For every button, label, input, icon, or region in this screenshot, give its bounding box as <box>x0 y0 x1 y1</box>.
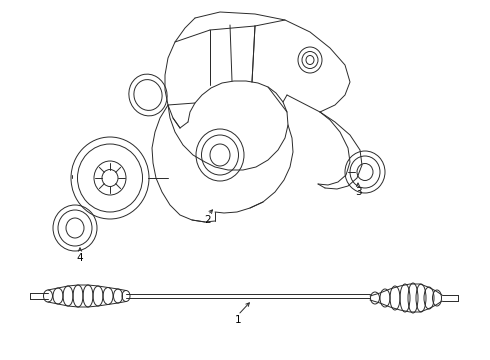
Text: 1: 1 <box>235 315 241 325</box>
Text: 2: 2 <box>205 215 211 225</box>
Text: 4: 4 <box>77 253 83 263</box>
Text: 3: 3 <box>355 187 361 197</box>
